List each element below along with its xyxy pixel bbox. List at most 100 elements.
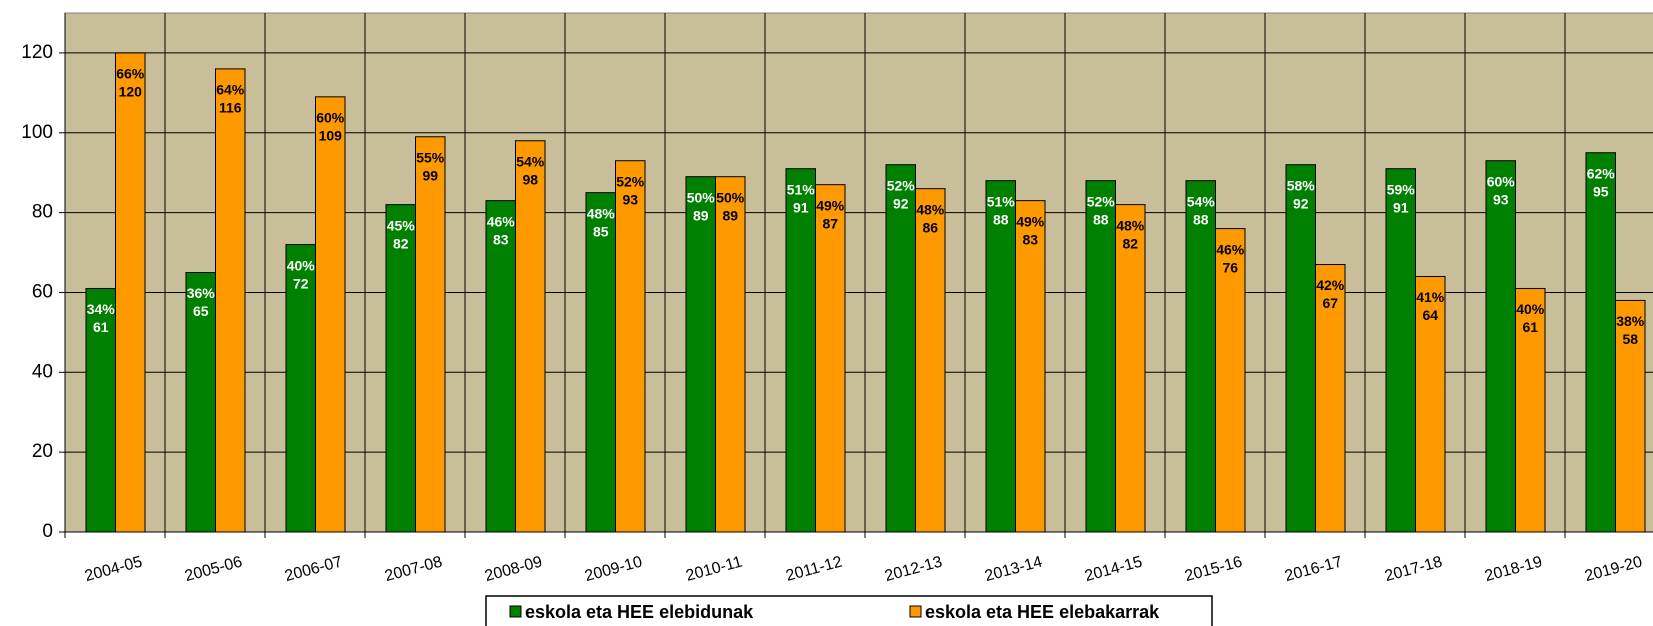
legend-box bbox=[485, 595, 1213, 626]
share-label: 50% bbox=[716, 189, 745, 205]
value-label: 120 bbox=[119, 84, 143, 100]
y-tick-label: 20 bbox=[32, 441, 53, 462]
value-label: 82 bbox=[393, 235, 409, 251]
y-tick-label: 0 bbox=[42, 521, 53, 542]
share-label: 40% bbox=[287, 257, 316, 273]
share-label: 38% bbox=[1616, 313, 1645, 329]
value-label: 65 bbox=[193, 303, 209, 319]
bar bbox=[585, 192, 616, 533]
bar bbox=[1415, 275, 1446, 533]
bar bbox=[1015, 200, 1046, 533]
bar bbox=[215, 68, 246, 533]
bar bbox=[485, 200, 516, 533]
share-label: 52% bbox=[1087, 193, 1116, 209]
value-label: 89 bbox=[693, 207, 709, 223]
value-label: 85 bbox=[593, 223, 609, 239]
share-label: 62% bbox=[1587, 165, 1616, 181]
bar bbox=[1315, 264, 1346, 533]
share-label: 55% bbox=[416, 149, 445, 165]
share-label: 66% bbox=[116, 66, 145, 82]
value-label: 91 bbox=[1393, 199, 1409, 215]
value-label: 93 bbox=[622, 191, 638, 207]
share-label: 40% bbox=[1516, 301, 1545, 317]
bar bbox=[685, 176, 716, 533]
bar bbox=[1215, 228, 1246, 533]
bar bbox=[715, 176, 746, 533]
y-tick-label: 80 bbox=[32, 202, 53, 223]
x-tick-label: 2009-10 bbox=[583, 553, 644, 585]
value-label: 58 bbox=[1622, 331, 1638, 347]
bar bbox=[1615, 299, 1646, 533]
y-tick-label: 40 bbox=[32, 361, 53, 382]
bar bbox=[1085, 180, 1116, 533]
legend-label: eskola eta HEE elebakarrak bbox=[925, 602, 1160, 622]
value-label: 116 bbox=[219, 100, 242, 116]
y-tick-label: 100 bbox=[21, 122, 53, 143]
value-label: 72 bbox=[293, 275, 309, 291]
bar bbox=[515, 140, 546, 533]
y-tick-label: 120 bbox=[21, 42, 53, 63]
share-label: 54% bbox=[516, 153, 545, 169]
value-label: 92 bbox=[1293, 195, 1309, 211]
share-label: 45% bbox=[387, 217, 416, 233]
value-label: 95 bbox=[1593, 183, 1609, 199]
x-tick-label: 2019-20 bbox=[1583, 553, 1644, 585]
value-label: 88 bbox=[993, 211, 1009, 227]
share-label: 64% bbox=[216, 82, 245, 98]
x-tick-label: 2016-17 bbox=[1283, 553, 1344, 585]
share-label: 49% bbox=[1016, 213, 1045, 229]
bar bbox=[115, 52, 146, 533]
x-tick-label: 2011-12 bbox=[784, 553, 844, 584]
share-label: 60% bbox=[316, 110, 345, 126]
bar bbox=[1185, 180, 1216, 533]
bar bbox=[315, 96, 346, 533]
share-label: 46% bbox=[487, 213, 516, 229]
x-tick-label: 2006-07 bbox=[283, 553, 344, 585]
share-label: 52% bbox=[887, 177, 916, 193]
legend-label: eskola eta HEE elebidunak bbox=[525, 602, 754, 622]
bar bbox=[85, 287, 116, 533]
value-label: 88 bbox=[1193, 211, 1209, 227]
bar bbox=[785, 168, 816, 533]
legend-swatch bbox=[509, 605, 522, 618]
value-label: 109 bbox=[319, 128, 343, 144]
value-label: 98 bbox=[522, 171, 538, 187]
value-label: 93 bbox=[1493, 191, 1509, 207]
share-label: 60% bbox=[1487, 173, 1516, 189]
legend-swatch bbox=[909, 605, 922, 618]
bar bbox=[1585, 152, 1616, 533]
share-label: 42% bbox=[1316, 277, 1345, 293]
x-tick-label: 2015-16 bbox=[1183, 553, 1244, 585]
x-tick-label: 2012-13 bbox=[883, 553, 944, 585]
x-tick-label: 2004-05 bbox=[83, 553, 144, 585]
value-label: 92 bbox=[893, 195, 909, 211]
share-label: 52% bbox=[616, 173, 645, 189]
value-label: 64 bbox=[1422, 307, 1438, 323]
share-label: 46% bbox=[1216, 241, 1245, 257]
bar bbox=[1385, 168, 1416, 533]
bar bbox=[985, 180, 1016, 533]
value-label: 83 bbox=[493, 231, 509, 247]
bar bbox=[885, 164, 916, 533]
y-tick-label: 60 bbox=[32, 281, 53, 302]
value-label: 82 bbox=[1122, 235, 1138, 251]
bar bbox=[385, 204, 416, 533]
bar bbox=[1115, 204, 1146, 533]
share-label: 36% bbox=[187, 285, 216, 301]
share-label: 50% bbox=[687, 189, 716, 205]
bar bbox=[1285, 164, 1316, 533]
value-label: 99 bbox=[422, 167, 438, 183]
x-tick-label: 2013-14 bbox=[983, 553, 1044, 585]
x-tick-label: 2018-19 bbox=[1483, 553, 1544, 585]
x-tick-label: 2010-11 bbox=[684, 553, 744, 584]
share-label: 48% bbox=[916, 201, 945, 217]
x-tick-label: 2008-09 bbox=[483, 553, 544, 585]
bar bbox=[815, 184, 846, 533]
value-label: 61 bbox=[1522, 319, 1538, 335]
value-label: 88 bbox=[1093, 211, 1109, 227]
share-label: 41% bbox=[1416, 289, 1445, 305]
value-label: 67 bbox=[1322, 295, 1338, 311]
value-label: 89 bbox=[722, 207, 738, 223]
value-label: 87 bbox=[822, 215, 838, 231]
